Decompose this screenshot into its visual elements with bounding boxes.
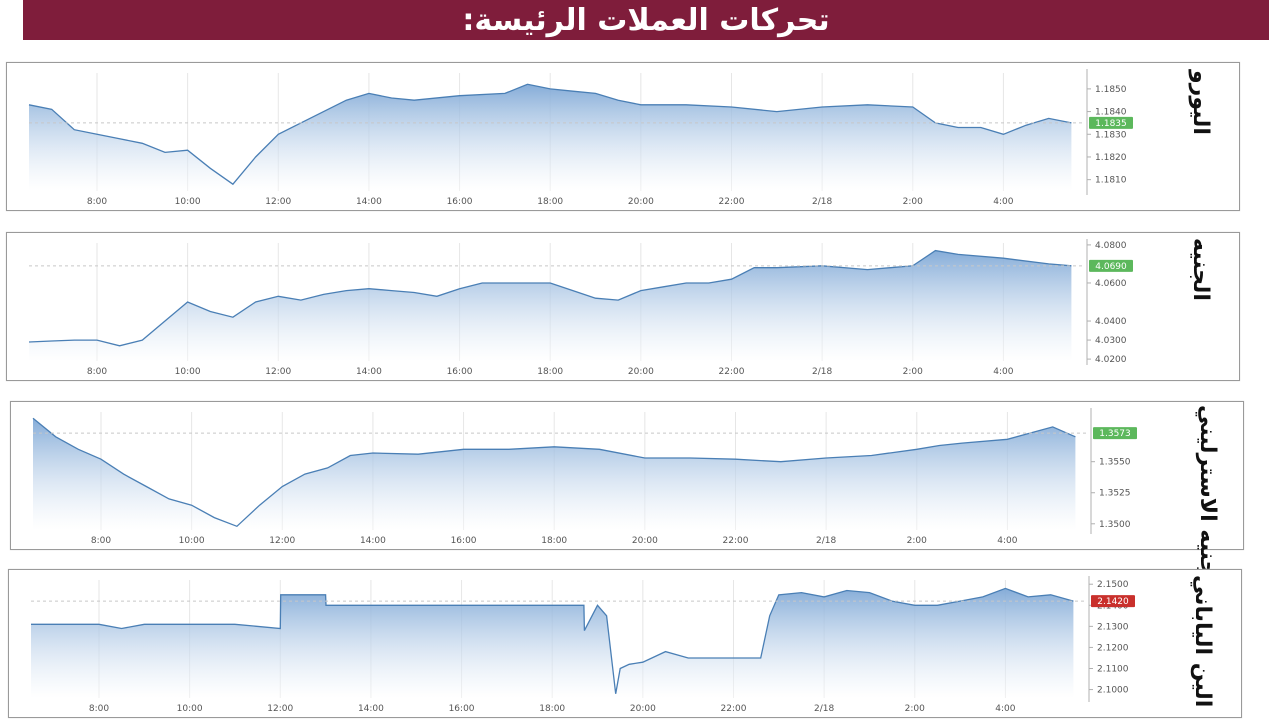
x-tick-label: 2/18 (812, 197, 832, 207)
chart-panel-gbp: 8:00 10:00 12:00 14:00 16:00 18:00 20:00 22:00 2… (10, 401, 1244, 550)
x-tick-label: 20:00 (632, 536, 658, 546)
x-tick-label: 10:00 (177, 704, 203, 714)
chart-panel-jpy: 8:00 10:00 12:00 14:00 16:00 18:00 20:00 22:00 2… (8, 569, 1242, 718)
x-tick-label: 18:00 (539, 704, 565, 714)
x-tick-label: 22:00 (721, 704, 747, 714)
y-tick-label: 4.0600 (1095, 279, 1127, 289)
chart-gbp-a: 8:00 10:00 12:00 14:00 16:00 18:00 20:00 22:00 2… (28, 239, 1133, 377)
current-price-value: 1.3573 (1099, 429, 1131, 439)
y-tick-label: 1.3550 (1099, 458, 1131, 468)
chart-panel-gbp-a: 8:00 10:00 12:00 14:00 16:00 18:00 20:00 22:00 2… (6, 232, 1240, 381)
x-tick-label: 4:00 (997, 536, 1017, 546)
series-area (29, 250, 1072, 361)
current-price-tag: 1.3573 (1093, 427, 1137, 440)
x-tick-label: 18:00 (541, 536, 567, 546)
x-tick-label: 18:00 (537, 197, 563, 207)
x-tick-label: 2/18 (814, 704, 834, 714)
chart-label-gbp-a: الجنيه (1188, 238, 1213, 301)
x-tick-label: 14:00 (358, 704, 384, 714)
x-tick-label: 2:00 (905, 704, 925, 714)
x-tick-label: 2:00 (907, 536, 927, 546)
x-tick-label: 16:00 (447, 367, 473, 377)
current-price-box (1091, 595, 1135, 608)
y-tick-label: 1.3525 (1099, 489, 1131, 499)
series-line (28, 83, 1072, 186)
series-line (28, 249, 1072, 347)
header-banner: تحركات العملات الرئيسة: (23, 0, 1269, 40)
y-tick-label: 2.1000 (1097, 686, 1129, 696)
y-tick-label: 1.1830 (1095, 130, 1127, 140)
y-tick-label: 2.1300 (1097, 622, 1129, 632)
x-tick-label: 20:00 (630, 704, 656, 714)
x-tick-label: 16:00 (449, 704, 475, 714)
x-tick-label: 12:00 (265, 197, 291, 207)
series-line (31, 587, 1074, 694)
current-price-tag: 1.1835 (1089, 116, 1133, 129)
current-price-box (1089, 259, 1133, 272)
series-area (31, 588, 1074, 698)
x-tick-label: 22:00 (719, 367, 745, 377)
chart-jpy: 8:00 10:00 12:00 14:00 16:00 18:00 20:00 22:00 2… (31, 576, 1135, 714)
x-tick-label: 2/18 (816, 536, 836, 546)
x-tick-label: 20:00 (628, 197, 654, 207)
y-tick-label: 2.1200 (1097, 643, 1129, 653)
x-tick-label: 8:00 (91, 536, 111, 546)
y-tick-label: 1.1840 (1095, 108, 1127, 118)
x-tick-label: 10:00 (175, 197, 201, 207)
y-tick-label: 2.1500 (1097, 580, 1129, 590)
x-tick-label: 4:00 (993, 197, 1013, 207)
x-tick-label: 14:00 (360, 536, 386, 546)
current-price-box (1093, 427, 1137, 440)
x-tick-label: 18:00 (537, 367, 563, 377)
x-tick-label: 12:00 (265, 367, 291, 377)
chart-label-jpy: الين الياباني (1190, 575, 1215, 708)
x-tick-label: 16:00 (451, 536, 477, 546)
y-tick-label: 4.0800 (1095, 241, 1127, 251)
page-title: تحركات العملات الرئيسة: (462, 2, 830, 38)
x-tick-label: 12:00 (267, 704, 293, 714)
current-price-value: 1.1835 (1095, 119, 1127, 129)
y-tick-label: 1.3500 (1099, 520, 1131, 530)
x-tick-label: 10:00 (179, 536, 205, 546)
x-tick-label: 22:00 (719, 197, 745, 207)
x-tick-label: 4:00 (993, 367, 1013, 377)
y-tick-label: 4.0300 (1095, 336, 1127, 346)
x-tick-label: 14:00 (356, 367, 382, 377)
current-price-box (1089, 116, 1133, 129)
current-price-value: 2.1420 (1097, 597, 1129, 607)
y-tick-label: 1.1820 (1095, 153, 1127, 163)
series-line (32, 417, 1076, 528)
chart-panel-eur: 8:00 10:00 12:00 14:00 16:00 18:00 20:00 22:00 2… (6, 62, 1240, 211)
x-tick-label: 2/18 (812, 367, 832, 377)
x-tick-label: 8:00 (87, 367, 107, 377)
x-tick-label: 12:00 (269, 536, 295, 546)
x-tick-label: 8:00 (89, 704, 109, 714)
x-tick-label: 16:00 (447, 197, 473, 207)
chart-gbp: 8:00 10:00 12:00 14:00 16:00 18:00 20:00 22:00 2… (32, 408, 1137, 546)
y-tick-label: 4.0400 (1095, 317, 1127, 327)
current-price-value: 4.0690 (1095, 262, 1127, 272)
series-area (29, 84, 1072, 191)
x-tick-label: 8:00 (87, 197, 107, 207)
chart-eur: 8:00 10:00 12:00 14:00 16:00 18:00 20:00 22:00 2… (28, 69, 1133, 207)
chart-label-eur: اليورو (1188, 70, 1213, 135)
x-tick-label: 22:00 (723, 536, 749, 546)
x-tick-label: 2:00 (903, 197, 923, 207)
x-tick-label: 14:00 (356, 197, 382, 207)
current-price-tag: 4.0690 (1089, 259, 1133, 272)
series-area (33, 418, 1076, 530)
x-tick-label: 10:00 (175, 367, 201, 377)
x-tick-label: 20:00 (628, 367, 654, 377)
y-tick-label: 2.1100 (1097, 665, 1129, 675)
y-tick-label: 1.1850 (1095, 85, 1127, 95)
y-tick-label: 1.1810 (1095, 176, 1127, 186)
current-price-tag: 2.1420 (1091, 595, 1135, 608)
x-tick-label: 2:00 (903, 367, 923, 377)
y-tick-label: 4.0200 (1095, 355, 1127, 365)
chart-label-gbp: الجنيه الاسترليني (1195, 405, 1220, 593)
x-tick-label: 4:00 (995, 704, 1015, 714)
